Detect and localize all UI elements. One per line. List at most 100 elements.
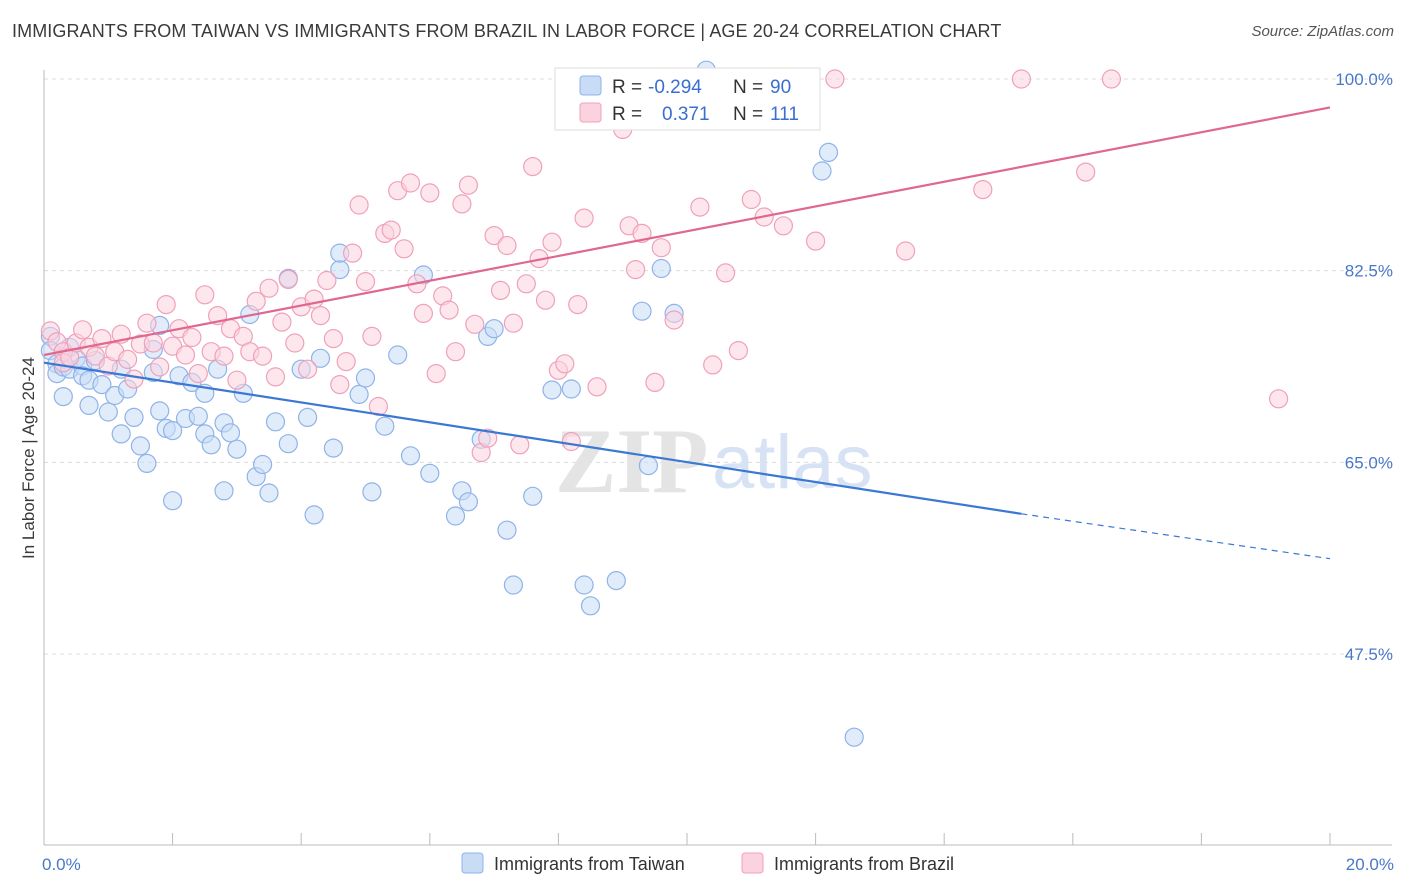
taiwan-point-79: [632, 301, 652, 321]
taiwan-point-78: [606, 570, 626, 591]
brazil-trend-line: [43, 106, 1331, 357]
x-tick-labels: 0.0% 20.0%: [42, 855, 1394, 874]
brazil-point-85: [587, 377, 607, 397]
brazil-point-51: [362, 326, 382, 346]
brazil-point-17: [143, 333, 163, 353]
brazil-point-71: [490, 280, 511, 300]
taiwan-point-81: [651, 258, 671, 279]
brazil-point-28: [214, 346, 234, 366]
taiwan-point-36: [201, 435, 221, 455]
brazil-point-99: [728, 341, 749, 361]
brazil-point-104: [825, 69, 845, 89]
brazil-point-110: [1268, 389, 1289, 409]
taiwan-point-28: [163, 491, 183, 511]
taiwan-point-64: [420, 463, 440, 483]
brazil-point-22: [175, 345, 196, 365]
brazil-point-81: [555, 354, 575, 374]
brazil-point-66: [458, 175, 478, 195]
y-tick-label-2: 65.0%: [1345, 453, 1393, 472]
taiwan-point-29: [163, 421, 183, 441]
x-tick-label-0: 0.0%: [42, 855, 81, 874]
brazil-point-97: [703, 355, 723, 375]
bottom-legend-swatch-taiwan: [461, 852, 484, 874]
brazil-point-45: [323, 329, 343, 349]
taiwan-point-73: [523, 486, 543, 506]
legend-n-value-brazil: 111: [770, 104, 799, 125]
y-tick-label-3: 47.5%: [1345, 645, 1393, 664]
taiwan-point-53: [310, 348, 331, 368]
taiwan-point-48: [278, 434, 298, 454]
legend-top: R = -0.294 N = 90 R = 0.371 N = 111: [554, 67, 821, 131]
taiwan-point-80: [638, 456, 659, 476]
brazil-point-76: [523, 157, 543, 177]
brazil-point-103: [805, 231, 826, 251]
watermark-atlas: atlas: [712, 420, 873, 505]
brazil-point-16: [137, 313, 157, 333]
taiwan-point-15: [98, 402, 118, 422]
brazil-point-63: [439, 300, 459, 320]
brazil-point-46: [330, 375, 350, 395]
legend-n-label-taiwan: N =: [733, 77, 763, 98]
brazil-point-59: [413, 303, 433, 323]
brazil-point-41: [298, 359, 318, 379]
taiwan-point-70: [484, 319, 504, 339]
brazil-point-13: [117, 349, 138, 369]
taiwan-point-61: [388, 345, 408, 365]
taiwan-point-47: [265, 412, 286, 432]
taiwan-point-60: [375, 416, 395, 436]
brazil-point-54: [381, 220, 401, 240]
legend-r-value-brazil: 0.371: [662, 104, 710, 125]
taiwan-point-46: [259, 483, 279, 503]
brazil-point-109: [1101, 69, 1122, 89]
brazil-point-35: [259, 278, 279, 298]
taiwan-point-20: [124, 407, 144, 427]
brazil-point-52: [368, 396, 388, 417]
legend-r-label-brazil: R =: [612, 104, 642, 125]
legend-n-label-brazil: N =: [733, 104, 763, 125]
brazil-point-39: [285, 333, 305, 353]
taiwan-point-88: [818, 142, 839, 162]
brazil-point-69: [478, 428, 498, 448]
bottom-legend-label-taiwan: Immigrants from Taiwan: [494, 854, 685, 874]
taiwan-point-75: [561, 379, 581, 399]
brazil-point-64: [445, 342, 466, 362]
brazil-point-47: [336, 352, 356, 372]
brazil-point-44: [317, 270, 337, 291]
source-credit: Source: ZipAtlas.com: [1251, 23, 1394, 40]
x-tick-label-1: 20.0%: [1346, 855, 1394, 874]
taiwan-point-21: [130, 436, 150, 456]
legend-swatch-taiwan: [579, 75, 602, 96]
taiwan-point-58: [355, 368, 376, 388]
taiwan-point-72: [503, 575, 524, 595]
series-taiwan-points: [40, 60, 864, 747]
taiwan-point-71: [497, 520, 517, 540]
brazil-point-25: [195, 285, 215, 305]
brazil-point-92: [632, 223, 652, 243]
brazil-point-24: [188, 364, 208, 384]
brazil-point-94: [651, 238, 671, 258]
brazil-point-36: [265, 367, 286, 387]
brazil-point-38: [278, 269, 298, 289]
bottom-legend-swatch-brazil: [741, 852, 764, 874]
brazil-point-91: [625, 260, 646, 280]
brazil-point-84: [574, 208, 594, 228]
brazil-point-106: [973, 180, 993, 200]
brazil-point-105: [895, 241, 916, 261]
brazil-point-49: [349, 195, 369, 215]
y-tick-label-1: 82.5%: [1345, 262, 1393, 281]
chart-title: IMMIGRANTS FROM TAIWAN VS IMMIGRANTS FRO…: [12, 21, 1002, 41]
brazil-point-57: [400, 173, 421, 193]
axes-layer: [43, 70, 1392, 846]
brazil-point-8: [85, 346, 106, 366]
taiwan-point-59: [362, 482, 382, 502]
taiwan-point-14: [92, 375, 112, 395]
legend-r-label-taiwan: R =: [612, 77, 642, 98]
legend-bottom: Immigrants from Taiwan Immigrants from B…: [461, 852, 954, 874]
brazil-point-73: [503, 313, 524, 333]
brazil-point-79: [542, 232, 562, 252]
legend-r-value-taiwan: -0.294: [648, 77, 702, 98]
brazil-point-75: [516, 274, 536, 294]
brazil-point-100: [741, 189, 761, 210]
taiwan-point-22: [137, 453, 157, 473]
brazil-point-83: [568, 295, 588, 315]
